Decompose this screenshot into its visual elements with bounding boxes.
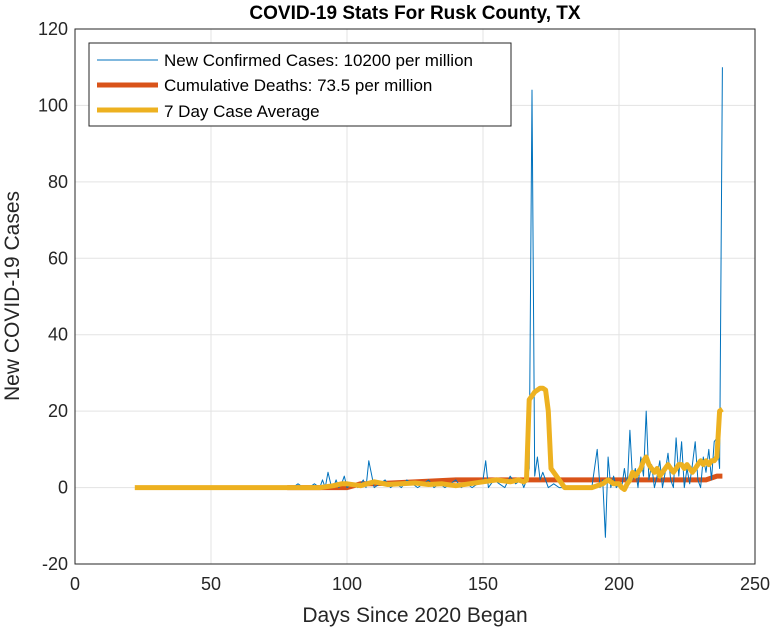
series-layer: [134, 67, 724, 538]
y-axis-label: New COVID-19 Cases: [1, 191, 24, 401]
x-tick-label: 100: [332, 574, 362, 594]
y-tick-label: -20: [42, 554, 68, 574]
y-tick-label: 100: [38, 95, 68, 115]
legend-label-average: 7 Day Case Average: [164, 102, 320, 121]
y-tick-label: 20: [48, 401, 68, 421]
x-tick-label: 0: [70, 574, 80, 594]
x-tick-label: 150: [468, 574, 498, 594]
plot-frame: [74, 28, 756, 565]
legend: New Confirmed Cases: 10200 per million C…: [88, 42, 512, 127]
seven-day-average-line: [134, 385, 724, 492]
legend-box: [88, 42, 512, 127]
y-tick-label: 0: [58, 478, 68, 498]
y-tick-label: 80: [48, 172, 68, 192]
chart-title: COVID-19 Stats For Rusk County, TX: [249, 3, 580, 24]
y-tick-label: 40: [48, 325, 68, 345]
y-tick-label: 120: [38, 19, 68, 39]
legend-label-deaths: Cumulative Deaths: 73.5 per million: [164, 76, 432, 95]
legend-label-new-cases: New Confirmed Cases: 10200 per million: [164, 51, 473, 70]
x-axis-label: Days Since 2020 Began: [302, 604, 527, 627]
x-tick-label: 50: [201, 574, 221, 594]
y-tick-label: 60: [48, 248, 68, 268]
x-tick-label: 200: [604, 574, 634, 594]
x-tick-label: 250: [740, 574, 770, 594]
